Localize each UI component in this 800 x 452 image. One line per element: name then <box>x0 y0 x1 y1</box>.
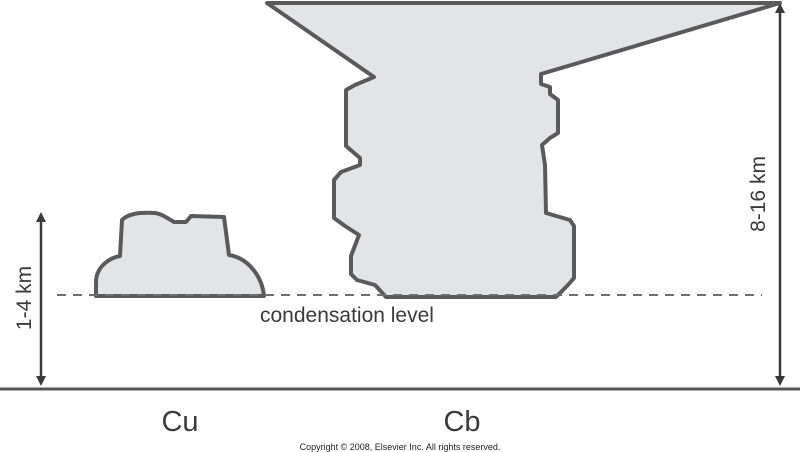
condensation-level-label: condensation level <box>260 304 434 327</box>
cb-label: Cb <box>443 406 480 438</box>
cumulus-cloud <box>94 210 266 298</box>
cumulonimbus-cloud <box>265 1 782 299</box>
copyright-notice: Copyright © 2008, Elsevier Inc. All righ… <box>300 442 501 452</box>
cb-height-label: 8-16 km <box>747 156 770 232</box>
cu-height-label: 1-4 km <box>13 266 36 330</box>
cu-label: Cu <box>161 406 198 438</box>
